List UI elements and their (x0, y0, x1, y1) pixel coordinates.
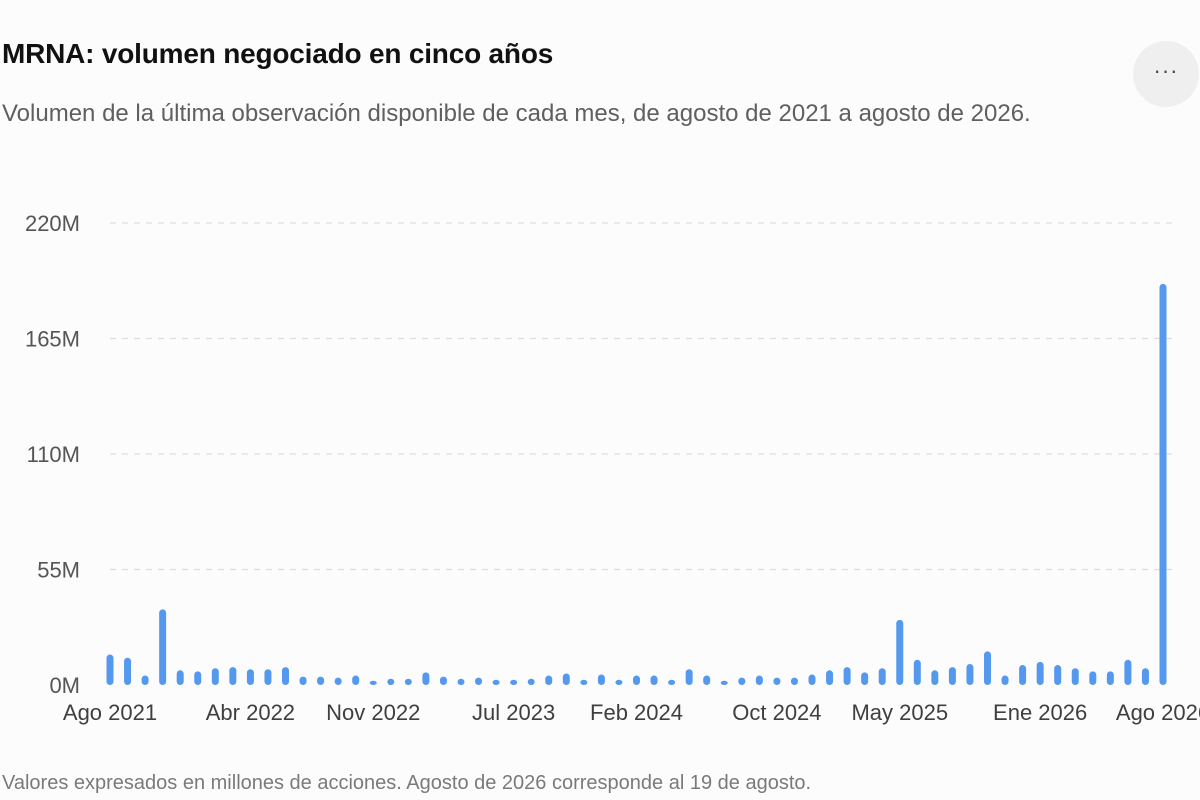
bar[interactable]: Ago 2026: 191M (1159, 283, 1167, 685)
x-tick-label: Ene 2026 (993, 700, 1087, 725)
bar[interactable]: Oct 2022: 4.5M (352, 675, 360, 685)
y-axis: 0M 55M 110M 165M 220M (25, 211, 80, 698)
bar[interactable]: Oct 2021: 4.5M (141, 675, 149, 685)
bar[interactable]: Ene 2023: 3M (404, 678, 412, 685)
bar[interactable]: Jul 2026: 8M (1141, 668, 1149, 685)
bar[interactable]: Sep 2021: 13M (124, 657, 132, 685)
bar[interactable]: Dic 2022: 3M (387, 678, 395, 685)
bar[interactable]: Jul 2023: 2.5M (510, 679, 518, 685)
bar[interactable]: Mar 2026: 8M (1071, 668, 1079, 685)
bar[interactable]: Ago 2021: 14.5M (106, 654, 114, 685)
bar[interactable]: Nov 2022: 1.5M (369, 680, 377, 685)
bar[interactable]: Nov 2023: 2.5M (580, 679, 588, 685)
bar[interactable]: Dic 2021: 7M (176, 670, 184, 685)
x-tick-label: Ago 2021 (63, 700, 157, 725)
x-tick-label: Oct 2024 (732, 700, 821, 725)
y-tick-label: 220M (25, 211, 80, 236)
x-tick-label: May 2025 (851, 700, 948, 725)
bar[interactable]: Feb 2023: 6M (422, 672, 430, 685)
x-tick-label: Jul 2023 (472, 700, 555, 725)
bar[interactable]: May 2025: 31M (896, 619, 904, 685)
bar[interactable]: May 2024: 7.5M (685, 669, 693, 685)
bar[interactable]: Feb 2025: 8.5M (843, 667, 851, 685)
bar[interactable]: Sep 2023: 4.5M (545, 675, 553, 685)
bar[interactable]: Jul 2025: 7M (931, 670, 939, 685)
bar[interactable]: Feb 2024: 4.5M (633, 675, 640, 685)
bar[interactable]: Ago 2023: 3M (527, 678, 535, 685)
bar[interactable]: Nov 2021: 36M (159, 609, 167, 685)
bar[interactable]: Jun 2025: 12M (913, 659, 921, 685)
bar[interactable]: Jun 2022: 8.5M (282, 667, 289, 685)
bar[interactable]: May 2022: 7.5M (264, 669, 272, 685)
bar[interactable]: Abr 2025: 8M (878, 668, 886, 685)
bars: Ago 2021: 14.5M Sep 2021: 13M Oct 2021: 4.… (106, 283, 1167, 686)
chart-title: MRNA: volumen negociado en cinco años (2, 38, 554, 69)
gridlines (110, 222, 1172, 571)
bar[interactable]: May 2023: 3.5M (475, 677, 483, 685)
bar[interactable]: Ene 2024: 2.5M (615, 679, 623, 685)
bar[interactable]: Mar 2025: 6M (861, 672, 869, 685)
bar[interactable]: Jun 2024: 4.5M (703, 675, 711, 685)
more-horizontal-icon: ··· (1153, 58, 1179, 83)
bar[interactable]: Jun 2023: 2.5M (492, 679, 500, 685)
bar[interactable]: Oct 2025: 16M (984, 651, 991, 685)
bar[interactable]: Ago 2024: 3.5M (738, 677, 746, 685)
bar[interactable]: Sep 2025: 10M (966, 664, 974, 685)
x-tick-label: Feb 2024 (590, 700, 683, 725)
bar[interactable]: Feb 2026: 9.5M (1054, 665, 1062, 685)
bar[interactable]: Oct 2023: 5.5M (562, 673, 570, 685)
chart-subtitle: Volumen de la última observación disponi… (2, 100, 1031, 127)
bar[interactable]: Ene 2026: 11M (1036, 661, 1044, 685)
bar[interactable]: Mar 2024: 4.5M (650, 675, 658, 685)
bar[interactable]: Abr 2024: 2.5M (668, 679, 676, 685)
bar[interactable]: Dic 2023: 5M (597, 674, 605, 686)
y-tick-label: 165M (25, 327, 80, 352)
bar[interactable]: Jun 2026: 12M (1124, 659, 1132, 685)
more-options-button[interactable]: ··· (1133, 41, 1199, 107)
bar[interactable]: Ago 2022: 4M (317, 676, 325, 685)
bar[interactable]: Abr 2023: 3M (457, 678, 465, 685)
bar[interactable]: Ene 2022: 6.5M (194, 671, 202, 685)
bar[interactable]: Oct 2024: 3.5M (773, 677, 781, 685)
y-tick-label: 0M (49, 673, 80, 698)
bar[interactable]: Sep 2022: 3.5M (334, 677, 342, 685)
x-tick-label: Nov 2022 (326, 700, 420, 725)
bar[interactable]: Nov 2024: 3.5M (790, 677, 798, 685)
x-tick-label: Ago 2026 (1116, 700, 1200, 725)
bar[interactable]: Abr 2026: 6.5M (1089, 671, 1097, 685)
bar[interactable]: Ago 2025: 8.5M (948, 667, 956, 685)
bar[interactable]: May 2026: 6.5M (1106, 671, 1114, 685)
x-tick-label: Abr 2022 (206, 700, 295, 725)
bar[interactable]: Abr 2022: 7.5M (246, 669, 254, 685)
bar[interactable]: Sep 2024: 4.5M (755, 675, 763, 685)
bar[interactable]: Dic 2024: 5M (808, 674, 816, 686)
bar[interactable]: Mar 2022: 8.5M (229, 667, 237, 685)
footnote: Valores expresados en millones de accion… (2, 772, 812, 794)
bar[interactable]: Nov 2025: 4.5M (1001, 675, 1009, 685)
bar[interactable]: Feb 2022: 8M (211, 668, 219, 685)
bar[interactable]: Ene 2025: 7M (826, 670, 834, 685)
x-axis: Ago 2021 Abr 2022 Nov 2022 Jul 2023 Feb 2024… (63, 700, 1200, 725)
bar[interactable]: Dic 2025: 9.5M (1019, 665, 1027, 685)
bar[interactable]: Jul 2024: 2M (720, 680, 728, 685)
bar[interactable]: Mar 2023: 4M (439, 676, 447, 685)
y-tick-label: 110M (27, 442, 80, 467)
y-tick-label: 55M (37, 558, 80, 583)
bar[interactable]: Jul 2022: 4M (299, 676, 307, 685)
